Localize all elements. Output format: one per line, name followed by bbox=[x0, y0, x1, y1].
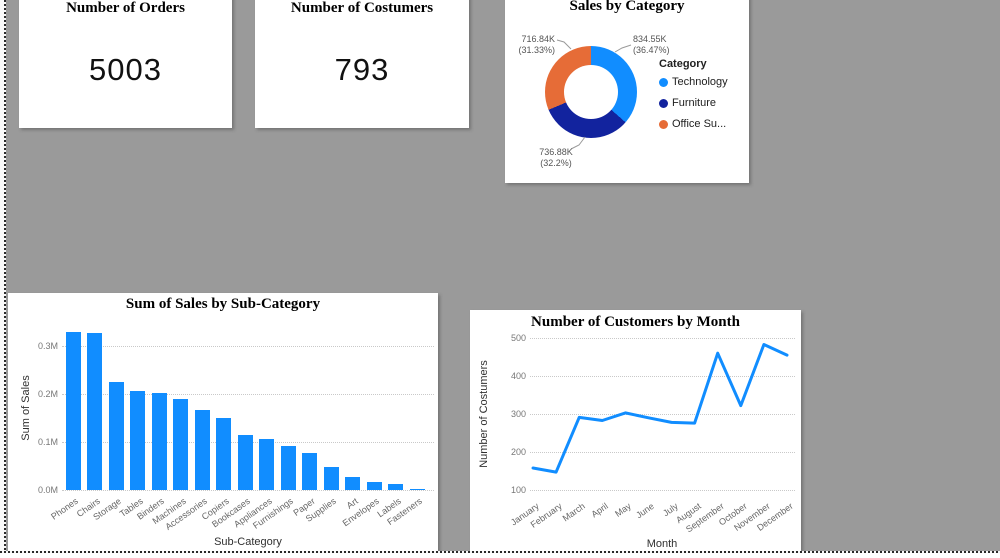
kpi-title-orders: Number of Orders bbox=[66, 0, 185, 16]
legend-item-office-supplies[interactable]: Office Su... bbox=[659, 118, 728, 130]
line-y-tick-label: 300 bbox=[510, 409, 526, 419]
line-y-tick-label: 200 bbox=[510, 447, 526, 457]
donut-chart-title: Sales by Category bbox=[569, 0, 685, 14]
bar-bookcases[interactable] bbox=[237, 434, 253, 490]
bar-tables[interactable] bbox=[130, 390, 145, 490]
customers-line-series[interactable] bbox=[530, 330, 795, 498]
legend-dot-icon bbox=[659, 77, 668, 87]
donut-label-furniture: 736.88K (32.2%) bbox=[539, 147, 573, 168]
bar-furnishings[interactable] bbox=[280, 445, 296, 490]
line-y-tick-label: 500 bbox=[510, 333, 526, 343]
kpi-card-orders[interactable]: Number of Orders 5003 bbox=[19, 0, 232, 128]
line-gridline bbox=[530, 414, 795, 415]
legend-item-label: Furniture bbox=[672, 97, 717, 109]
bar-x-axis-title: Sub-Category bbox=[214, 536, 282, 548]
bar-y-axis-title: Sum of Sales bbox=[20, 375, 32, 441]
donut-label-technology: 834.55K (36.47%) bbox=[633, 34, 670, 55]
bar-envelopes[interactable] bbox=[366, 482, 382, 490]
selection-border-horizontal bbox=[0, 551, 1000, 553]
bar-appliances[interactable] bbox=[259, 438, 274, 490]
canvas-bottom-edge bbox=[0, 553, 1000, 558]
bar-fasteners[interactable] bbox=[409, 488, 425, 490]
bar-phones[interactable] bbox=[65, 331, 81, 490]
bar-chart-title: Sum of Sales by Sub-Category bbox=[125, 296, 321, 312]
bar-storage[interactable] bbox=[108, 382, 124, 490]
bar-chart-card[interactable]: Sum of Sales by Sub-Category Sum of Sale… bbox=[8, 293, 438, 558]
line-chart-title: Number of Customers by Month bbox=[531, 314, 740, 330]
bar-art[interactable] bbox=[345, 477, 360, 490]
bar-y-tick-label: 0.0M bbox=[37, 485, 58, 495]
legend-title: Category bbox=[659, 58, 707, 70]
line-y-tick-label: 400 bbox=[510, 371, 526, 381]
line-gridline bbox=[530, 338, 795, 339]
donut-hole bbox=[564, 65, 618, 119]
kpi-value-customers: 793 bbox=[334, 52, 390, 87]
bar-gridline bbox=[62, 346, 434, 347]
canvas-left-edge bbox=[0, 0, 4, 558]
bar-y-tick-label: 0.1M bbox=[37, 437, 58, 447]
line-chart-card[interactable]: Number of Customers by Month Number of C… bbox=[470, 310, 801, 558]
legend-item-label: Technology bbox=[672, 76, 728, 88]
donut-ring[interactable] bbox=[545, 46, 637, 138]
bar-y-tick-label: 0.2M bbox=[37, 389, 58, 399]
bar-accessories[interactable] bbox=[194, 409, 210, 490]
line-x-axis-title: Month bbox=[646, 538, 678, 550]
legend-dot-icon bbox=[659, 119, 668, 129]
bar-gridline bbox=[62, 394, 434, 395]
line-gridline bbox=[530, 490, 795, 491]
bar-plot-area: 0.3M 0.2M 0.1M 0.0M bbox=[38, 323, 434, 495]
legend-dot-icon bbox=[659, 98, 668, 108]
bar-supplies[interactable] bbox=[323, 467, 339, 490]
legend-item-technology[interactable]: Technology bbox=[659, 76, 728, 88]
line-y-axis-title: Number of Costumers bbox=[478, 360, 490, 468]
bar-copiers[interactable] bbox=[216, 418, 231, 490]
donut-legend: Category Technology Furniture Office Su... bbox=[659, 58, 728, 139]
line-plot-area: 500 400 300 200 100 bbox=[511, 330, 795, 498]
kpi-value-orders: 5003 bbox=[89, 52, 162, 87]
bar-paper[interactable] bbox=[302, 452, 317, 490]
line-y-tick-label: 100 bbox=[510, 485, 526, 495]
bar-binders[interactable] bbox=[151, 392, 167, 490]
legend-item-label: Office Su... bbox=[672, 118, 727, 130]
bar-machines[interactable] bbox=[173, 399, 188, 490]
selection-border-vertical bbox=[4, 0, 6, 552]
line-gridline bbox=[530, 376, 795, 377]
kpi-card-customers[interactable]: Number of Costumers 793 bbox=[255, 0, 469, 128]
donut-chart-card[interactable]: Sales by Category 834.55K (36.47%) 736.88K… bbox=[505, 0, 749, 183]
bar-y-tick-label: 0.3M bbox=[37, 341, 58, 351]
bar-labels[interactable] bbox=[388, 484, 403, 490]
line-gridline bbox=[530, 452, 795, 453]
bar-chairs[interactable] bbox=[87, 332, 102, 490]
bar-gridline bbox=[62, 490, 434, 491]
kpi-title-customers: Number of Costumers bbox=[290, 0, 434, 16]
donut-label-office-supplies: 716.84K (31.33%) bbox=[518, 34, 555, 55]
legend-item-furniture[interactable]: Furniture bbox=[659, 97, 728, 109]
